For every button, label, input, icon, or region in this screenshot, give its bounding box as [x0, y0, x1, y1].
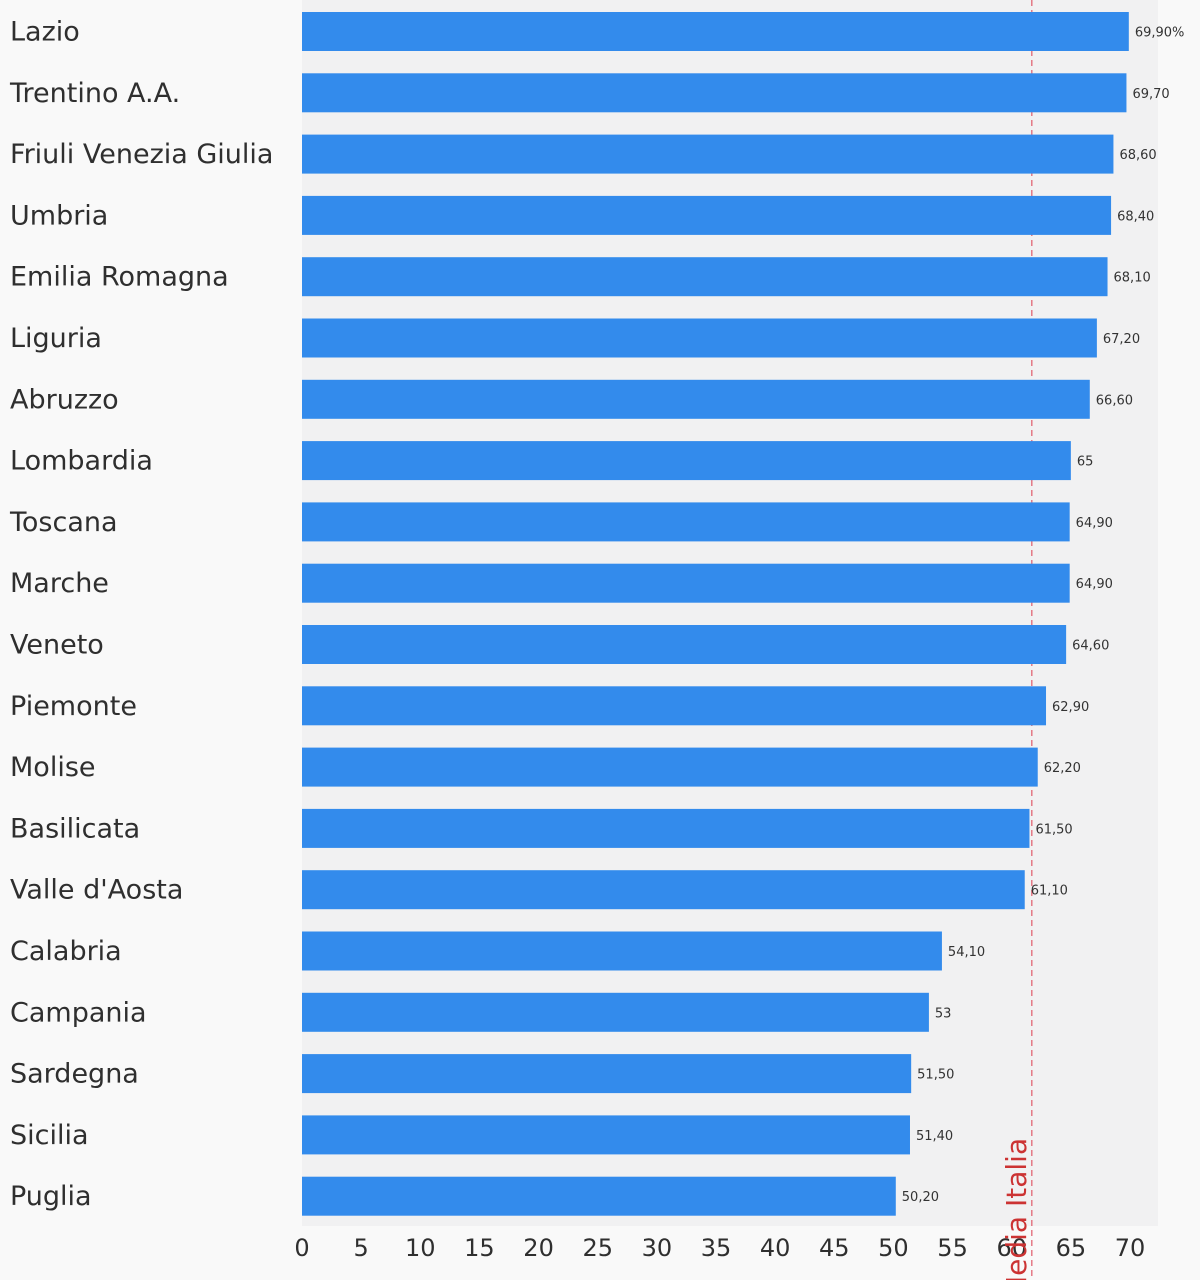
x-tick-label: 65 [1056, 1234, 1087, 1262]
category-label: Lazio [10, 17, 80, 48]
category-label: Umbria [10, 200, 108, 231]
category-label: Lombardia [10, 446, 153, 477]
data-label: 61,10 [1031, 884, 1068, 899]
x-tick-label: 40 [760, 1234, 791, 1262]
category-label: Abruzzo [10, 384, 119, 415]
data-label: 66,60 [1096, 393, 1133, 408]
bar [302, 747, 1038, 787]
bar [302, 808, 1030, 848]
category-label: Sicilia [10, 1120, 89, 1151]
x-tick-label: 30 [642, 1234, 673, 1262]
bars-group [302, 12, 1129, 1216]
x-tick-label: 5 [354, 1234, 369, 1262]
category-label: Friuli Venezia Giulia [10, 139, 273, 170]
x-tick-label: 60 [996, 1234, 1027, 1262]
data-label: 69,90% [1135, 26, 1185, 41]
data-label: 68,60 [1119, 148, 1156, 163]
bar [302, 931, 942, 971]
x-axis-ticks: 0 5 10 15 20 25 30 35 40 45 50 55 60 65 70 [294, 1234, 1145, 1262]
category-label: Toscana [9, 507, 118, 538]
plot-area [302, 0, 1158, 1226]
bar [302, 992, 929, 1032]
bar [302, 379, 1090, 419]
category-label: Veneto [10, 630, 104, 661]
x-tick-label: 70 [1115, 1234, 1146, 1262]
category-label: Campania [10, 997, 147, 1028]
data-label: 50,20 [902, 1190, 939, 1205]
bar [302, 441, 1071, 481]
category-label: Calabria [10, 936, 122, 967]
data-label: 64,60 [1072, 639, 1109, 654]
category-label: Sardegna [10, 1059, 139, 1090]
category-label: Marche [10, 568, 109, 599]
category-label: Piemonte [10, 691, 137, 722]
data-label: 54,10 [948, 945, 985, 960]
bar [302, 625, 1067, 664]
x-tick-label: 25 [582, 1234, 613, 1262]
bar [302, 318, 1097, 358]
category-label: Liguria [10, 323, 102, 354]
x-tick-label: 0 [294, 1234, 309, 1262]
data-label: 68,40 [1117, 209, 1154, 224]
category-label: Puglia [10, 1181, 92, 1212]
bar [302, 1054, 912, 1094]
data-label: 61,50 [1035, 822, 1072, 837]
reference-line-label: Media Italia [1000, 1138, 1033, 1280]
data-label: 51,40 [916, 1129, 953, 1144]
category-label: Valle d'Aosta [10, 875, 183, 906]
bar [302, 73, 1127, 113]
x-tick-label: 20 [523, 1234, 554, 1262]
bar [302, 1176, 896, 1216]
data-label: 62,90 [1052, 700, 1089, 715]
data-label: 64,90 [1076, 577, 1113, 592]
bar [302, 870, 1025, 910]
data-label: 53 [935, 1006, 952, 1021]
data-label: 67,20 [1103, 332, 1140, 347]
value-labels: 69,90% 69,70 68,60 68,40 68,10 67,20 66,60 65 64… [902, 26, 1185, 1206]
data-label: 69,70 [1132, 87, 1169, 102]
category-label: Trentino A.A. [9, 78, 180, 109]
data-label: 51,50 [917, 1068, 954, 1083]
x-tick-label: 15 [464, 1234, 495, 1262]
data-label: 64,90 [1076, 516, 1113, 531]
data-label: 65 [1077, 455, 1094, 470]
x-tick-label: 35 [701, 1234, 732, 1262]
category-label: Molise [10, 752, 96, 783]
x-tick-label: 50 [878, 1234, 909, 1262]
bar [302, 563, 1070, 603]
x-tick-label: 10 [405, 1234, 436, 1262]
x-tick-label: 55 [937, 1234, 968, 1262]
bar [302, 195, 1112, 235]
x-tick-label: 45 [819, 1234, 850, 1262]
category-label: Basilicata [10, 813, 140, 844]
bar [302, 686, 1047, 726]
bar [302, 1115, 910, 1155]
data-label: 62,20 [1044, 761, 1081, 776]
data-label: 68,10 [1114, 271, 1151, 286]
bar [302, 257, 1108, 297]
bar [302, 134, 1114, 174]
category-labels: Lazio Trentino A.A. Friuli Venezia Giulia U… [9, 17, 273, 1213]
bar [302, 502, 1070, 542]
bar [302, 12, 1129, 51]
category-label: Emilia Romagna [10, 262, 229, 293]
